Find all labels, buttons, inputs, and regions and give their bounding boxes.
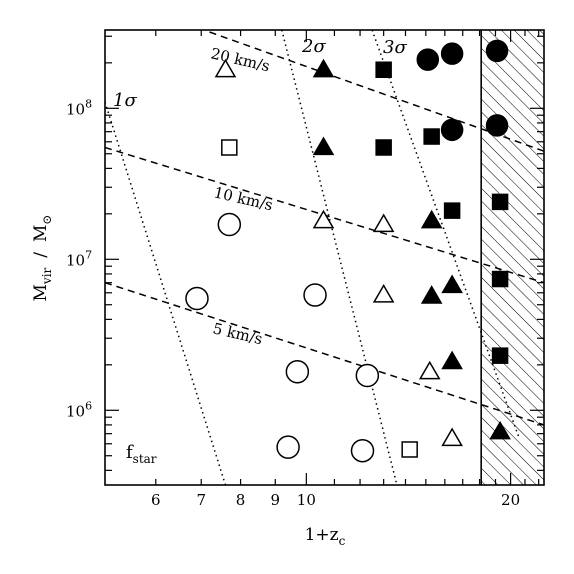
x-tick-label: 20 [501, 491, 520, 509]
open-triangle-marker [372, 284, 395, 303]
filled-triangle-marker [441, 274, 463, 294]
filled-square-marker [491, 347, 509, 364]
sigma-label-2: 2σ [301, 36, 326, 57]
excluded-region [481, 30, 544, 485]
open-circle-marker [350, 438, 375, 463]
velocity-label-20: 20 km/s [209, 44, 271, 75]
open-circle-marker [185, 286, 209, 311]
open-triangle-marker [214, 58, 237, 78]
filled-circle-marker [440, 42, 464, 65]
filled-triangle-marker [420, 285, 443, 304]
filled-circle-marker [485, 114, 509, 137]
velocity-lines [105, 31, 544, 426]
filled-circle-marker [485, 39, 509, 63]
velocity-label-5: 5 km/s [211, 319, 264, 348]
x-axis-title: 1+zc [305, 525, 346, 548]
open-circle-marker [285, 359, 310, 384]
sigma-label-3: 3σ [383, 37, 407, 58]
filled-circle-marker [416, 48, 440, 71]
y-tick-label: 107 [66, 248, 92, 269]
sigma-line-2 [281, 30, 398, 485]
filled-square-marker [491, 270, 509, 288]
open-circle-marker [303, 283, 327, 307]
open-triangle-marker [441, 427, 463, 447]
filled-square-marker [375, 61, 392, 78]
x-tick-label: 7 [196, 491, 206, 509]
filled-square-marker [443, 202, 461, 219]
sigma-label-1: 1σ [113, 90, 137, 111]
sigma-line-1 [105, 101, 227, 485]
plot-frame [104, 29, 545, 486]
open-circle-marker [217, 212, 242, 237]
y-tick-labels: 106 107 108 [66, 97, 92, 420]
filled-triangle-marker [312, 58, 335, 78]
velocity-label-10: 10 km/s [212, 183, 274, 214]
data-markers [185, 39, 511, 463]
open-triangle-marker [372, 213, 395, 233]
filled-circle-marker [440, 118, 464, 142]
sigma-lines [105, 30, 521, 485]
open-triangle-marker [312, 209, 335, 229]
open-circle-marker [276, 435, 300, 459]
x-tick-labels: 6 7 8 9 10 20 [151, 491, 520, 509]
y-tick-label: 108 [66, 97, 92, 118]
filled-square-marker [423, 128, 440, 145]
x-tick-label: 10 [297, 491, 316, 509]
x-tick-label: 9 [271, 491, 281, 509]
y-tick-label: 106 [66, 399, 92, 420]
filled-triangle-marker [312, 136, 335, 156]
x-tick-label: 8 [236, 491, 246, 509]
open-triangle-marker [418, 360, 441, 380]
panel-label: fstar [126, 442, 157, 466]
filled-square-marker [491, 193, 509, 211]
filled-triangle-marker [489, 420, 511, 440]
open-square-marker [221, 139, 238, 156]
filled-triangle-marker [441, 350, 463, 370]
filled-triangle-marker [420, 209, 443, 229]
open-square-marker [401, 441, 418, 458]
axis-ticks [105, 30, 544, 485]
filled-square-marker [375, 139, 392, 156]
x-tick-label: 6 [151, 491, 161, 509]
open-circle-marker [355, 363, 380, 388]
velocity-line-3 [105, 281, 544, 426]
y-axis-title: Mvir/M⊙ [31, 215, 54, 302]
